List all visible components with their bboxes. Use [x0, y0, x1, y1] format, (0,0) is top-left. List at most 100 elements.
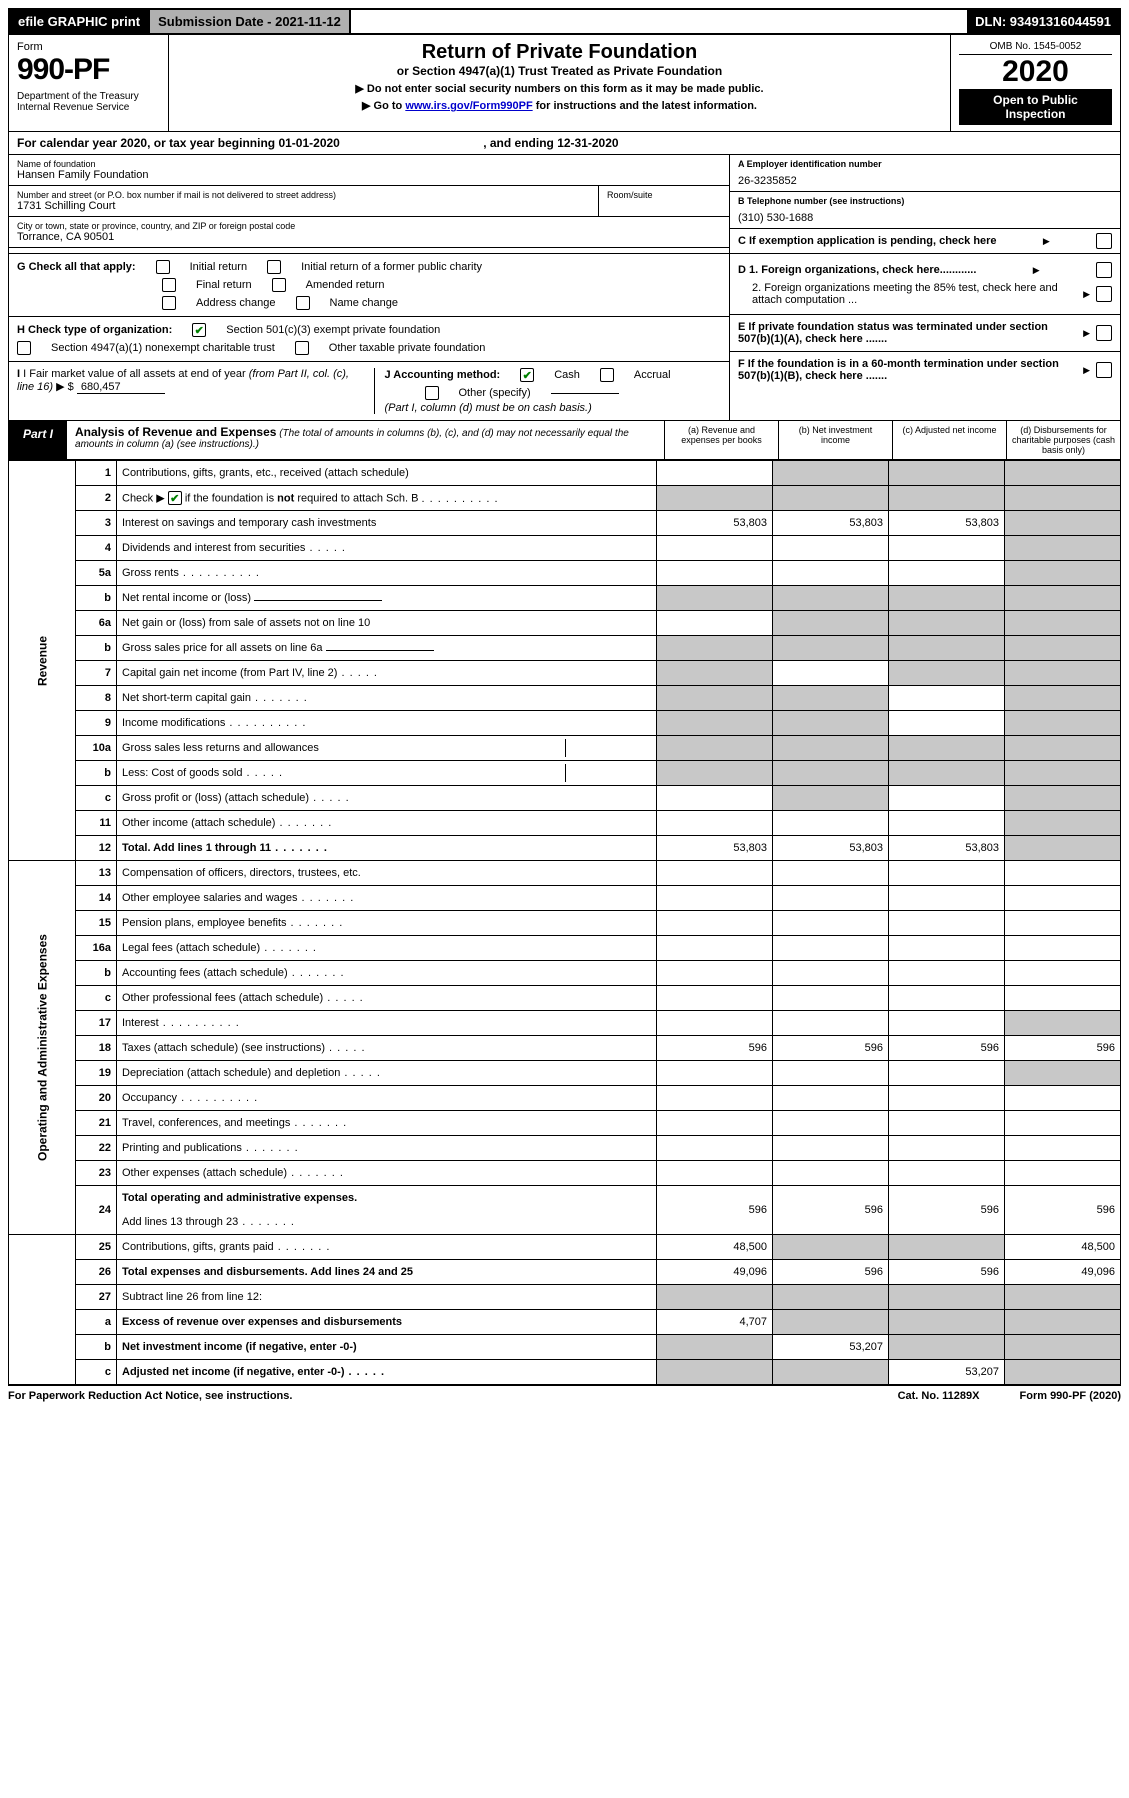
top-bar: efile GRAPHIC print Submission Date - 20… [8, 8, 1121, 35]
table-row: 8 Net short-term capital gain [9, 686, 1121, 711]
page-footer: For Paperwork Reduction Act Notice, see … [8, 1385, 1121, 1406]
table-row: 23 Other expenses (attach schedule) [9, 1161, 1121, 1186]
table-row: 12 Total. Add lines 1 through 11 53,8035… [9, 836, 1121, 861]
d2-checkbox[interactable] [1096, 286, 1112, 302]
table-row: 18 Taxes (attach schedule) (see instruct… [9, 1036, 1121, 1061]
dln: DLN: 93491316044591 [967, 10, 1119, 33]
e-label: E If private foundation status was termi… [738, 321, 1077, 345]
arrow-icon: ▶ [1043, 236, 1050, 247]
arrow-icon: ▶ [1083, 289, 1090, 300]
tel-label: B Telephone number (see instructions) [738, 196, 1112, 206]
table-row: c Adjusted net income (if negative, ente… [9, 1360, 1121, 1385]
table-row: 9 Income modifications [9, 711, 1121, 736]
g-name-change-checkbox[interactable] [296, 296, 310, 310]
part1-header: Part I Analysis of Revenue and Expenses … [8, 421, 1121, 460]
form-ref: Form 990-PF (2020) [1020, 1390, 1122, 1402]
expenses-side-label: Operating and Administrative Expenses [9, 861, 76, 1235]
h-501c3-checkbox[interactable]: ✔ [192, 323, 206, 337]
h-other-tax-checkbox[interactable] [295, 341, 309, 355]
omb-number: OMB No. 1545-0052 [959, 41, 1112, 55]
table-row: Revenue 1 Contributions, gifts, grants, … [9, 461, 1121, 486]
e-section: E If private foundation status was termi… [730, 315, 1120, 352]
form-header: Form 990-PF Department of the Treasury I… [8, 35, 1121, 132]
table-row: 6a Net gain or (loss) from sale of asset… [9, 611, 1121, 636]
tax-year: 2020 [959, 55, 1112, 89]
g-initial-checkbox[interactable] [156, 260, 170, 274]
sch-b-checkbox[interactable]: ✔ [168, 491, 182, 505]
room-label: Room/suite [607, 190, 721, 200]
h-label: H Check type of organization: [17, 324, 172, 336]
table-row: 24 Total operating and administrative ex… [9, 1186, 1121, 1211]
table-row: b Net investment income (if negative, en… [9, 1335, 1121, 1360]
table-row: c Gross profit or (loss) (attach schedul… [9, 786, 1121, 811]
table-row: b Net rental income or (loss) [9, 586, 1121, 611]
f-label: F If the foundation is in a 60-month ter… [738, 358, 1077, 382]
calendar-year-line: For calendar year 2020, or tax year begi… [8, 132, 1121, 155]
table-row: 4 Dividends and interest from securities [9, 536, 1121, 561]
table-row: 21 Travel, conferences, and meetings [9, 1111, 1121, 1136]
g-addr-change-checkbox[interactable] [162, 296, 176, 310]
table-row: b Gross sales price for all assets on li… [9, 636, 1121, 661]
g-section: G Check all that apply: Initial return I… [9, 254, 729, 317]
table-row: 16a Legal fees (attach schedule) [9, 936, 1121, 961]
table-row: 27 Subtract line 26 from line 12: [9, 1285, 1121, 1310]
f-section: F If the foundation is in a 60-month ter… [730, 352, 1120, 388]
h-4947-checkbox[interactable] [17, 341, 31, 355]
form-label: Form [17, 41, 160, 53]
table-row: Operating and Administrative Expenses 13… [9, 861, 1121, 886]
fmv-value: 680,457 [77, 381, 165, 394]
tel-value: (310) 530-1688 [738, 212, 1112, 224]
dots-icon [421, 493, 498, 505]
form-title: Return of Private Foundation [177, 41, 942, 64]
g-final-checkbox[interactable] [162, 278, 176, 292]
e-checkbox[interactable] [1096, 325, 1112, 341]
table-row: 15 Pension plans, employee benefits [9, 911, 1121, 936]
ein-value: 26-3235852 [738, 175, 1112, 187]
table-row: 7 Capital gain net income (from Part IV,… [9, 661, 1121, 686]
instruction-2: ▶ Go to www.irs.gov/Form990PF for instru… [177, 99, 942, 112]
c-exemption-label: C If exemption application is pending, c… [738, 235, 997, 247]
f-checkbox[interactable] [1096, 362, 1112, 378]
form-number: 990-PF [17, 53, 160, 87]
form-subtitle: or Section 4947(a)(1) Trust Treated as P… [177, 64, 942, 78]
d1-checkbox[interactable] [1096, 262, 1112, 278]
j-other-checkbox[interactable] [425, 386, 439, 400]
table-row: 2 Check ▶ ✔ if the foundation is not req… [9, 486, 1121, 511]
table-row: c Other professional fees (attach schedu… [9, 986, 1121, 1011]
h-section: H Check type of organization: ✔Section 5… [9, 317, 729, 362]
table-row: b Less: Cost of goods sold [9, 761, 1121, 786]
j-label: J Accounting method: [385, 369, 501, 381]
j-cash-checkbox[interactable]: ✔ [520, 368, 534, 382]
table-row: 26 Total expenses and disbursements. Add… [9, 1260, 1121, 1285]
table-row: a Excess of revenue over expenses and di… [9, 1310, 1121, 1335]
irs-link[interactable]: www.irs.gov/Form990PF [405, 100, 532, 112]
part1-tab: Part I [9, 421, 67, 459]
col-c-header: (c) Adjusted net income [893, 421, 1007, 459]
table-row: 19 Depreciation (attach schedule) and de… [9, 1061, 1121, 1086]
instruction-1: ▶ Do not enter social security numbers o… [177, 82, 942, 95]
pra-notice: For Paperwork Reduction Act Notice, see … [8, 1390, 292, 1402]
table-row: b Accounting fees (attach schedule) [9, 961, 1121, 986]
efile-label[interactable]: efile GRAPHIC print [10, 10, 150, 33]
ein-label: A Employer identification number [738, 159, 1112, 169]
d-section: D 1. Foreign organizations, check here..… [730, 254, 1120, 315]
d2-label: 2. Foreign organizations meeting the 85%… [752, 282, 1077, 306]
i-section: I I Fair market value of all assets at e… [17, 368, 354, 414]
submission-date: Submission Date - 2021-11-12 [150, 10, 351, 33]
j-accrual-checkbox[interactable] [600, 368, 614, 382]
table-row: 5a Gross rents [9, 561, 1121, 586]
foundation-name: Hansen Family Foundation [17, 169, 721, 181]
open-public-badge: Open to Public Inspection [959, 89, 1112, 125]
part1-desc: Analysis of Revenue and Expenses (The to… [67, 421, 665, 459]
c-checkbox[interactable] [1096, 233, 1112, 249]
col-d-header: (d) Disbursements for charitable purpose… [1007, 421, 1120, 459]
d1-label: D 1. Foreign organizations, check here..… [738, 264, 976, 276]
table-row: 20 Occupancy [9, 1086, 1121, 1111]
col-a-header: (a) Revenue and expenses per books [665, 421, 779, 459]
col-b-header: (b) Net investment income [779, 421, 893, 459]
table-row: 11 Other income (attach schedule) [9, 811, 1121, 836]
g-initial-former-checkbox[interactable] [267, 260, 281, 274]
table-row: 3 Interest on savings and temporary cash… [9, 511, 1121, 536]
g-amended-checkbox[interactable] [272, 278, 286, 292]
table-row: 10a Gross sales less returns and allowan… [9, 736, 1121, 761]
